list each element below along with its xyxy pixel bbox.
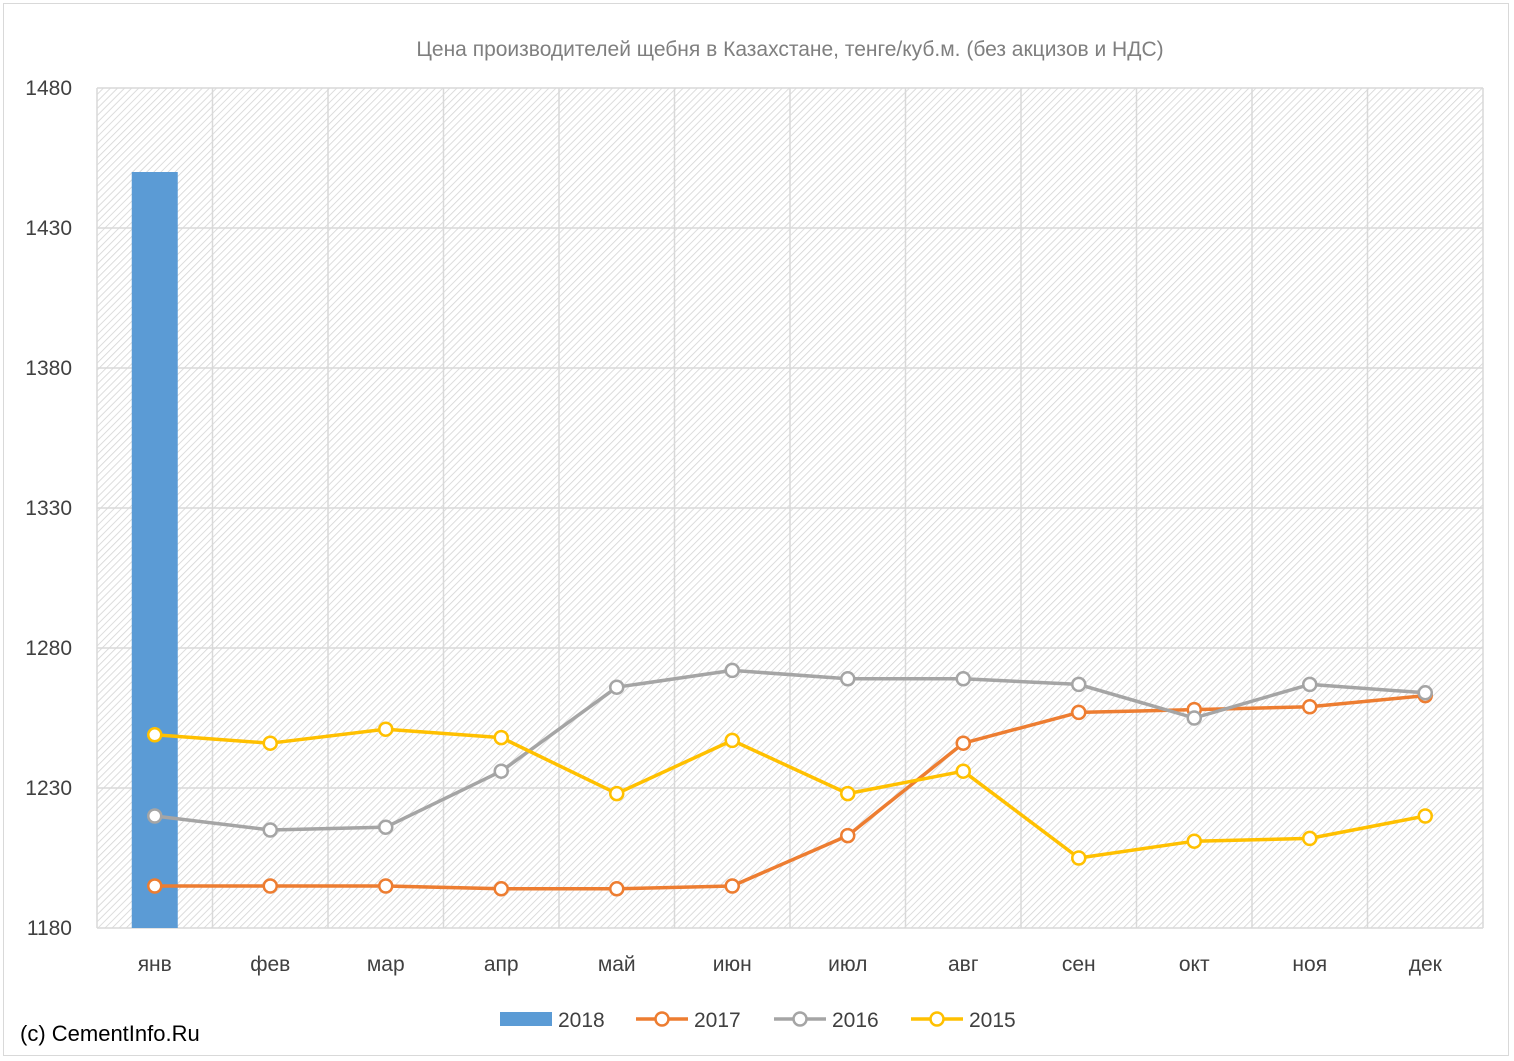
x-tick-label: окт [1179,953,1210,976]
bar-2018-янв [131,172,178,928]
y-tick-label: 1330 [25,497,72,520]
point-2017-июн [724,878,740,894]
point-2016-фев [262,822,278,838]
point-2017-май [609,881,625,897]
point-2016-мар [378,819,394,835]
legend-marker [929,1011,945,1027]
point-2017-янв [147,878,163,894]
x-tick-label: июн [713,953,752,976]
point-2016-июн [724,662,740,679]
point-2015-июн [724,732,740,749]
y-tick-label: 1480 [25,77,72,100]
x-tick-label: май [598,953,636,976]
x-axis: янв фев мар апр май июн июл авг сен окт ноя дек [138,953,1443,976]
y-tick-label: 1180 [27,917,72,940]
y-tick-label: 1280 [25,637,72,660]
y-tick-label: 1380 [25,357,72,380]
y-tick-label: 1230 [25,777,72,800]
y-tick-label: 1430 [25,217,72,240]
legend-label: 2016 [832,1009,879,1032]
legend-label: 2018 [558,1009,605,1032]
x-tick-label: дек [1409,953,1443,976]
point-2017-мар [378,878,394,894]
legend-label: 2015 [969,1009,1016,1032]
point-2015-авг [955,763,971,779]
chart-frame [3,3,1509,1056]
point-2015-сен [1071,850,1087,866]
x-tick-label: фев [250,953,290,976]
point-2016-сен [1071,676,1087,693]
point-2015-окт [1186,833,1202,849]
point-2016-янв [147,808,163,824]
point-2015-июл [840,785,856,802]
series-line-2016 [154,668,1426,832]
point-2017-ноя [1302,699,1318,715]
point-2015-ноя [1302,830,1318,847]
bar-series [131,172,178,928]
watermark-text: (c) CementInfo.Ru [20,1021,200,1046]
point-2016-июл [840,671,856,687]
point-2015-дек [1417,808,1433,824]
x-tick-label: янв [138,953,172,976]
point-2017-авг [955,735,971,751]
point-2017-апр [493,881,509,897]
legend-marker [792,1011,808,1027]
legend-item-2016: 2016 [774,1009,879,1032]
legend: 2018 2017 2016 2015 [500,1009,1016,1032]
point-2015-май [609,785,625,802]
point-2016-окт [1186,710,1202,726]
gridlines [96,87,1484,929]
x-tick-label: авг [948,953,979,976]
legend-swatch [500,1012,552,1026]
legend-item-2018: 2018 [500,1009,605,1032]
point-2017-июл [840,827,856,844]
point-2017-фев [262,878,278,894]
x-tick-label: ноя [1292,953,1327,976]
chart-title: Цена производителей щебня в Казахстане, … [416,38,1163,61]
legend-item-2015: 2015 [911,1009,1016,1032]
legend-label: 2017 [694,1009,741,1032]
x-tick-label: мар [367,953,405,976]
x-tick-label: сен [1062,953,1096,976]
point-2016-авг [955,671,971,687]
point-2015-апр [493,729,509,746]
point-2016-апр [493,763,509,779]
x-tick-label: июл [828,953,867,976]
point-2016-май [609,679,625,695]
point-2015-мар [378,721,394,737]
point-2015-янв [147,727,163,743]
point-2016-ноя [1302,676,1318,693]
line-series [147,662,1433,897]
series-line-2017 [154,693,1426,891]
x-tick-label: апр [484,953,519,976]
point-2017-сен [1071,704,1087,721]
point-2015-фев [262,735,278,751]
series-line-2015 [154,727,1426,860]
legend-item-2017: 2017 [636,1009,741,1032]
point-2016-дек [1417,685,1433,701]
legend-marker [654,1011,670,1027]
y-axis: 1180 1230 1280 1330 1380 1430 1480 [25,77,72,940]
